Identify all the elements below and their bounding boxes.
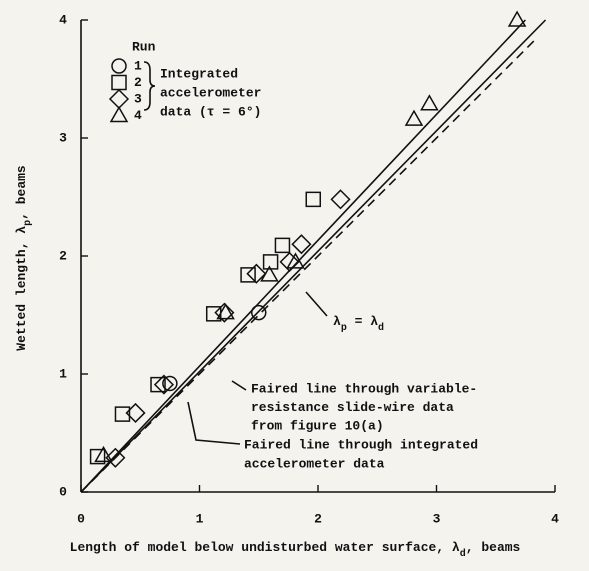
legend-note: data (τ = 6°) xyxy=(160,104,261,119)
marker-triangle xyxy=(507,10,527,27)
marker-square xyxy=(89,448,106,465)
marker-diamond xyxy=(330,189,351,210)
annotation-part: d xyxy=(378,322,384,334)
x-axis-label: Length of model below undisturbed water … xyxy=(70,540,521,560)
marker-diamond xyxy=(214,302,235,323)
marker-square xyxy=(274,237,291,254)
faired-line xyxy=(80,19,526,493)
y-tick-label: 4 xyxy=(59,12,67,27)
marker-square xyxy=(305,191,322,208)
legend-label: 4 xyxy=(134,108,142,123)
annotation: Faired line through variable- xyxy=(251,381,477,396)
y-axis-label-part: Wetted length, λ xyxy=(14,226,29,351)
annotation: from figure 10(a) xyxy=(251,418,384,433)
y-tick-label: 3 xyxy=(59,130,67,145)
x-tick-label: 2 xyxy=(314,511,322,526)
marker-diamond xyxy=(125,402,146,424)
marker-triangle xyxy=(109,105,129,123)
annotation-part: λ xyxy=(333,314,341,329)
faired-line xyxy=(80,37,538,493)
x-tick-label: 0 xyxy=(77,511,85,526)
y-axis-label-part: , beams xyxy=(14,165,29,220)
legend-label: 2 xyxy=(134,75,142,90)
x-axis-label-part: , beams xyxy=(466,540,521,555)
x-axis-label-part: d xyxy=(460,548,466,560)
legend-note: accelerometer xyxy=(160,85,261,100)
marker-diamond xyxy=(105,447,126,468)
annotation: accelerometer data xyxy=(244,456,385,471)
marker-triangle xyxy=(286,252,305,269)
marker-diamond xyxy=(246,263,267,284)
x-axis-label-part: Length of model below undisturbed water … xyxy=(70,540,460,555)
marker-square xyxy=(240,267,256,283)
marker-triangle xyxy=(420,94,439,111)
y-axis-label: Wetted length, λp, beams xyxy=(14,165,34,351)
marker-triangle xyxy=(94,445,113,463)
marker-circle xyxy=(251,304,267,321)
marker-diamond xyxy=(153,374,175,395)
legend-label: 1 xyxy=(134,58,142,73)
x-tick-label: 4 xyxy=(551,511,559,526)
x-tick-label: 1 xyxy=(196,511,204,526)
marker-triangle xyxy=(216,303,235,320)
arrow xyxy=(231,380,247,391)
y-tick-label: 2 xyxy=(59,248,67,263)
annotation-part: = λ xyxy=(347,314,378,329)
marker-diamond xyxy=(291,234,312,255)
marker-circle xyxy=(162,375,178,392)
annotation: λp = λd xyxy=(333,314,384,334)
arrow xyxy=(305,291,328,317)
marker-triangle xyxy=(260,265,279,282)
marker-diamond xyxy=(279,251,300,272)
marker-square xyxy=(150,376,166,393)
legend-title: Run xyxy=(132,39,156,54)
x-tick-label: 3 xyxy=(433,511,441,526)
arrow xyxy=(187,401,241,445)
y-tick-label: 1 xyxy=(59,366,67,381)
legend-note: Integrated xyxy=(160,66,238,81)
marker-circle xyxy=(111,58,127,74)
annotation: resistance slide-wire data xyxy=(251,400,454,415)
marker-square xyxy=(114,406,131,422)
y-tick-label: 0 xyxy=(59,484,67,499)
legend-brace xyxy=(143,61,156,111)
y-axis-label-part: p xyxy=(23,220,34,226)
marker-triangle xyxy=(404,109,424,126)
annotation-part: p xyxy=(341,323,347,334)
faired-line xyxy=(80,19,547,493)
annotation: Faired line through integrated xyxy=(244,437,478,452)
legend-label: 3 xyxy=(134,91,142,106)
